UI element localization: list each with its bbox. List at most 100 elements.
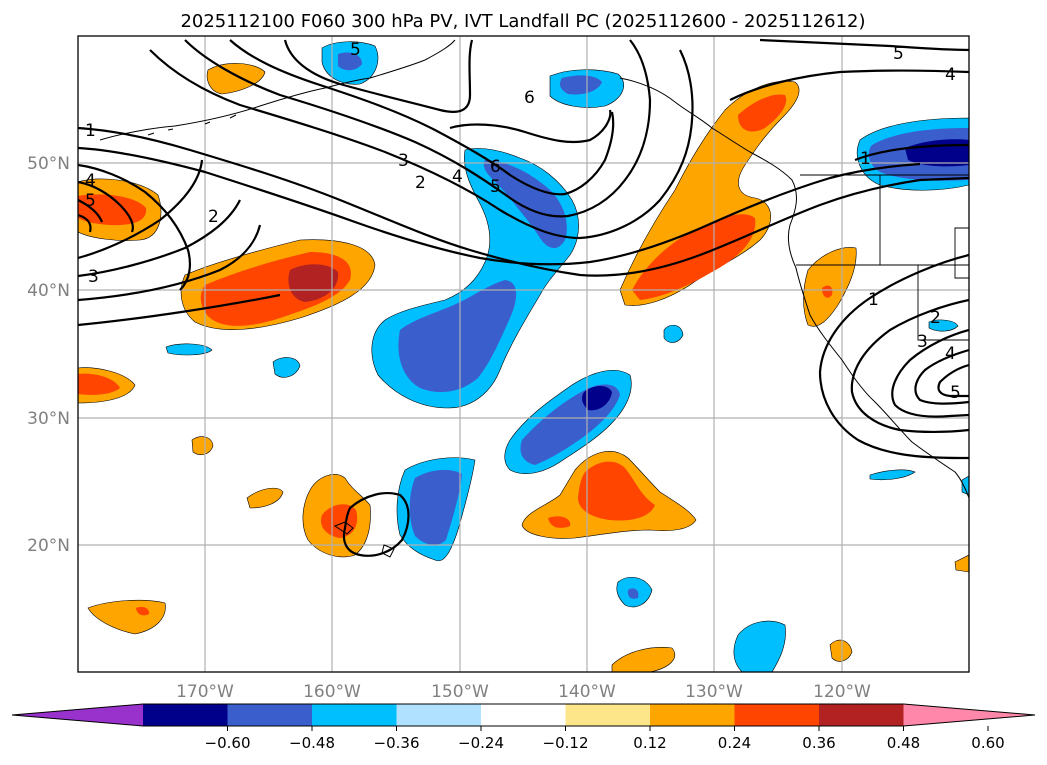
colorbar-segment [481,704,566,726]
colorbar-tick-label: 0.48 [887,734,920,752]
colorbar: −0.60 −0.48 −0.36 −0.24 −0.12 0.12 0.24 0.36 0.4… [11,703,1036,752]
colorbar-segment [143,704,228,726]
colorbar-segment [396,704,482,726]
pv-positive-core [136,606,150,616]
contour-label: 1 [860,149,871,169]
contour-line [78,126,969,277]
contour-line [184,39,652,218]
contour-label: 2 [208,207,219,227]
pv-negative-core [398,280,517,393]
contour-label: 2 [930,308,941,328]
contour-label: 3 [917,332,928,352]
colorbar-extension-low [12,704,143,726]
pv-positive-region [191,436,214,455]
pv-negative-core [338,52,362,71]
colorbar-tick-label: −0.60 [205,734,251,752]
pv-positive-core [78,373,120,395]
contour-label: 4 [85,171,96,191]
contour-line [78,180,134,233]
lon-label: 150°W [431,682,489,702]
contour-label: 6 [490,157,501,177]
lat-label: 50°N [27,154,70,174]
coastlines [99,39,969,558]
lat-label: 30°N [27,409,70,429]
contour-line [78,146,921,266]
colorbar-segment [650,704,735,726]
pv-positive-core [578,461,655,521]
contour-line [937,363,969,398]
contour-line [78,199,104,223]
contour-line [342,491,410,557]
contour-label: 5 [893,44,904,64]
contour-label: 3 [398,151,409,171]
colorbar-extension-high [903,704,1035,726]
map-background [78,36,969,672]
lon-label: 140°W [558,682,616,702]
contour-line [78,224,262,302]
contour-line [759,38,969,52]
colorbar-segment [312,704,397,726]
pv-positive-core [822,285,833,298]
contour-line [78,293,281,327]
pv-negative-region [733,620,786,672]
contour-line [78,213,92,233]
contour-label: 5 [950,383,961,403]
pv-negative-region [961,475,969,496]
contour-line [850,298,969,433]
map-panel: 1 4 5 2 3 3 2 4 6 5 6 5 5 4 1 1 2 3 4 5 [77,35,970,673]
contour-label: 4 [945,65,956,85]
lon-label: 120°W [813,682,871,702]
colorbar-tick-label: −0.48 [289,734,335,752]
ivt-contours [78,38,969,557]
map-frame [77,35,970,673]
contour-label: 4 [452,167,463,187]
contour-line [854,143,969,162]
contour-line [914,348,969,405]
contour-label: 1 [85,121,96,141]
contour-line [78,199,241,278]
colorbar-tick-label: −0.12 [543,734,589,752]
pv-fill-layer [78,41,969,672]
lon-label: 170°W [176,682,234,702]
colorbar-tick-label: −0.24 [458,734,504,752]
longitude-labels: 170°W 160°W 150°W 140°W 130°W 120°W [176,682,871,702]
pv-negative-core [483,160,567,249]
pv-negative-region [869,469,916,481]
contour-label: 5 [490,177,501,197]
pv-positive-region [954,554,969,573]
contour-label: 6 [524,88,535,108]
colorbar-segment [819,704,904,726]
pv-positive-region [246,487,284,509]
pv-negative-region [663,324,684,343]
contour-label: 4 [945,344,956,364]
contour-line [891,328,969,418]
colorbar-tick-label: 0.24 [718,734,751,752]
gridlines [78,36,969,672]
lat-label: 40°N [27,281,70,301]
colorbar-tick-label: 0.36 [802,734,835,752]
latitude-labels: 50°N 40°N 30°N 20°N [27,154,70,556]
lat-label: 20°N [27,536,70,556]
colorbar-tick-label: 0.12 [633,734,666,752]
pv-positive-region [611,647,676,672]
contour-label: 5 [350,40,361,60]
pv-negative-core [560,75,602,95]
pv-negative-region [272,357,301,378]
colorbar-segment [227,704,313,726]
pv-positive-max [288,264,339,302]
contour-line [149,49,694,240]
pv-positive-core [548,516,571,528]
pv-negative-max [581,386,612,411]
contour-label: 3 [88,267,99,287]
lon-label: 160°W [303,682,361,702]
colorbar-tick-label: −0.36 [374,734,420,752]
pv-negative-core [409,469,462,545]
contour-label: 2 [415,173,426,193]
pv-positive-region [829,639,853,662]
pv-positive-core [738,94,787,132]
contour-line [78,163,191,291]
contour-line [283,39,474,113]
colorbar-segment [734,704,820,726]
pv-positive-region [206,63,266,95]
